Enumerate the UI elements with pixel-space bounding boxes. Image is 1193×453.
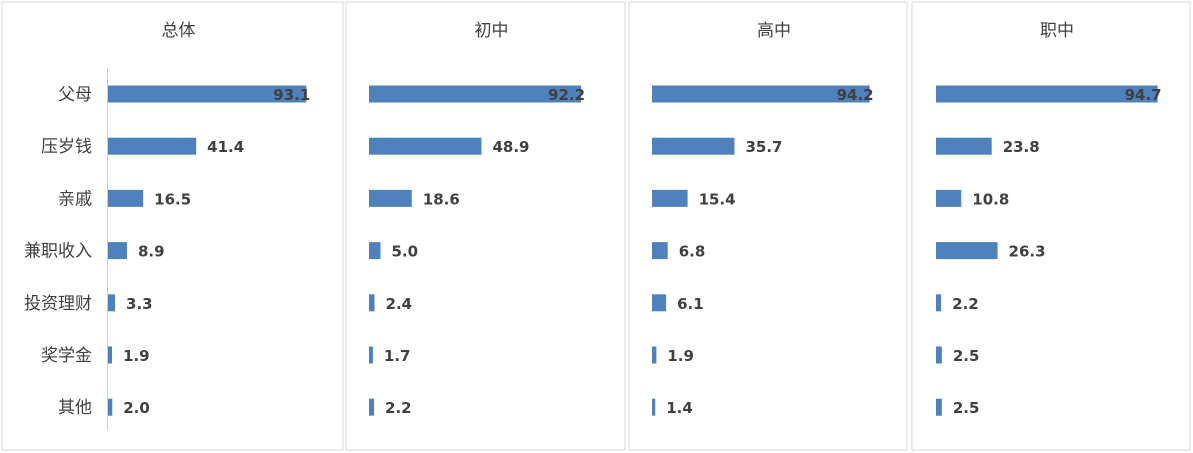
chart-panel-frame-0 [1, 1, 344, 451]
data-label-0-6: 2.0 [123, 399, 150, 417]
bar-3-3 [936, 242, 998, 260]
bar-2-3 [652, 242, 668, 260]
bar-0-3 [108, 242, 127, 260]
bar-1-6 [369, 398, 375, 416]
bar-0-0 [108, 85, 307, 103]
bar-3-2 [936, 189, 962, 207]
bar-0-5 [108, 346, 113, 364]
chart-panel-frame-3 [911, 1, 1191, 451]
bar-1-2 [369, 189, 412, 207]
bar-1-5 [369, 346, 373, 364]
category-label-6: 其他 [58, 398, 92, 418]
bar-2-2 [652, 189, 688, 207]
chart-title-3: 职中 [1040, 21, 1074, 41]
bar-2-6 [652, 398, 656, 416]
data-label-2-6: 1.4 [666, 399, 693, 417]
bar-1-4 [369, 294, 375, 312]
category-label-3: 兼职收入 [24, 242, 92, 262]
data-label-3-0: 94.7 [1125, 86, 1162, 104]
bar-0-1 [108, 137, 197, 155]
data-label-3-1: 23.8 [1003, 138, 1040, 156]
bar-2-4 [652, 294, 667, 312]
category-label-2: 亲戚 [58, 189, 92, 209]
data-label-0-4: 3.3 [126, 295, 153, 313]
data-label-3-6: 2.5 [953, 399, 980, 417]
chart-title-2: 高中 [757, 21, 791, 41]
chart-title-1: 初中 [475, 21, 509, 41]
bar-0-6 [108, 398, 113, 416]
bar-2-0 [652, 85, 870, 103]
data-label-2-3: 6.8 [679, 243, 706, 261]
data-label-1-3: 5.0 [392, 243, 419, 261]
data-label-1-4: 2.4 [386, 295, 413, 313]
data-label-1-6: 2.2 [385, 399, 412, 417]
data-label-0-5: 1.9 [123, 347, 150, 365]
bar-2-1 [652, 137, 735, 155]
bar-3-4 [936, 294, 942, 312]
data-label-3-2: 10.8 [972, 190, 1009, 208]
data-label-2-2: 15.4 [699, 190, 736, 208]
chart-panel-frame-1 [345, 1, 626, 451]
bar-3-6 [936, 398, 942, 416]
data-label-3-3: 26.3 [1009, 243, 1046, 261]
data-label-2-0: 94.2 [837, 86, 874, 104]
data-label-1-2: 18.6 [423, 190, 460, 208]
bar-2-5 [652, 346, 657, 364]
category-label-4: 投资理财 [24, 294, 92, 314]
bar-1-1 [369, 137, 482, 155]
bar-3-0 [936, 85, 1158, 103]
bar-3-1 [936, 137, 992, 155]
data-label-2-4: 6.1 [677, 295, 704, 313]
data-label-3-5: 2.5 [953, 347, 980, 365]
category-label-0: 父母 [58, 85, 92, 105]
bar-0-2 [108, 189, 144, 207]
bar-1-0 [369, 85, 582, 103]
data-label-3-4: 2.2 [952, 295, 979, 313]
bar-3-5 [936, 346, 942, 364]
data-label-2-5: 1.9 [667, 347, 694, 365]
chart-title-0: 总体 [162, 21, 196, 41]
bar-1-3 [369, 242, 381, 260]
category-label-5: 奖学金 [41, 346, 92, 366]
data-label-2-1: 35.7 [745, 138, 782, 156]
chart-panel-frame-2 [628, 1, 908, 451]
bar-0-4 [108, 294, 116, 312]
category-label-1: 压岁钱 [41, 137, 92, 157]
data-label-1-5: 1.7 [384, 347, 411, 365]
data-label-0-0: 93.1 [273, 86, 310, 104]
data-label-0-3: 8.9 [138, 243, 165, 261]
data-label-1-0: 92.2 [548, 86, 585, 104]
data-label-1-1: 48.9 [492, 138, 529, 156]
data-label-0-2: 16.5 [154, 190, 191, 208]
data-label-0-1: 41.4 [207, 138, 244, 156]
